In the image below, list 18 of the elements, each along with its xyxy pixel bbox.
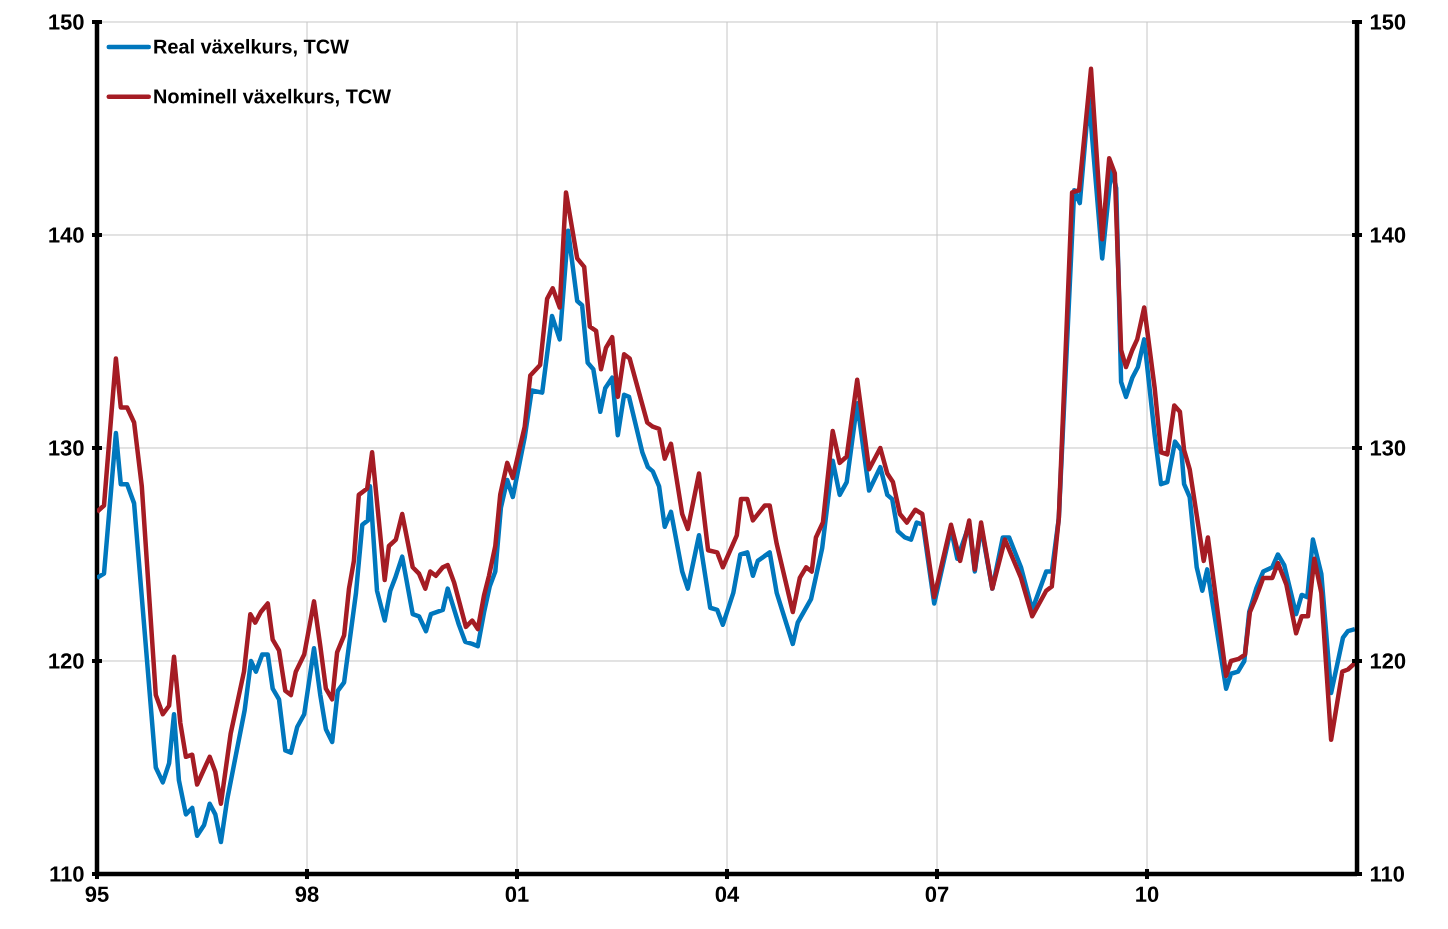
legend-label: Real växelkurs, TCW (154, 38, 349, 57)
y-tick-label: 120 (49, 653, 84, 669)
x-tick-label: 01 (505, 886, 529, 903)
y2-tick-label: 140 (1370, 227, 1406, 243)
x-tick-label: 98 (295, 886, 319, 903)
y2-tick-label: 120 (1370, 653, 1406, 669)
y-tick-label: 140 (49, 227, 84, 243)
y-tick-label: 110 (50, 866, 84, 882)
y2-tick-label: 110 (1370, 866, 1404, 882)
x-tick-label: 07 (925, 886, 949, 903)
y2-tick-label: 130 (1370, 440, 1406, 456)
x-tick-label: 04 (715, 886, 740, 903)
y-tick-label: 150 (49, 14, 84, 30)
y2-tick-label: 150 (1370, 14, 1406, 30)
legend-label: Nominell växelkurs, TCW (154, 88, 392, 107)
y-tick-label: 130 (49, 440, 84, 456)
x-tick-label: 10 (1136, 886, 1159, 903)
x-tick-label: 95 (85, 886, 109, 903)
